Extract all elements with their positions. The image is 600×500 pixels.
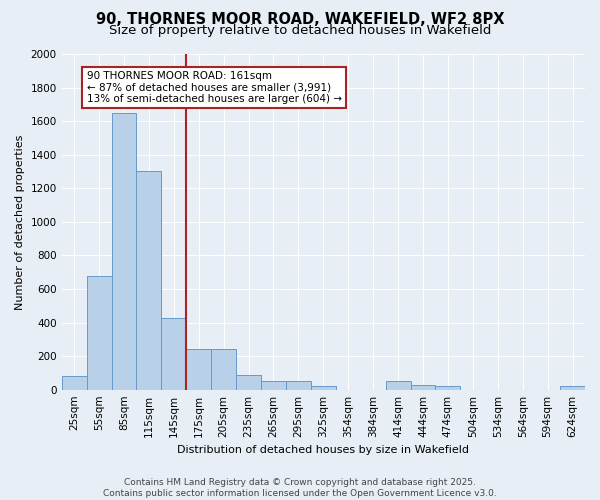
Text: 90 THORNES MOOR ROAD: 161sqm
← 87% of detached houses are smaller (3,991)
13% of: 90 THORNES MOOR ROAD: 161sqm ← 87% of de…: [86, 71, 341, 104]
Bar: [560, 386, 585, 390]
Bar: [112, 112, 136, 390]
Bar: [62, 376, 86, 390]
Bar: [410, 384, 436, 390]
Text: Size of property relative to detached houses in Wakefield: Size of property relative to detached ho…: [109, 24, 491, 37]
Y-axis label: Number of detached properties: Number of detached properties: [15, 134, 25, 310]
Bar: [236, 374, 261, 390]
Text: Contains HM Land Registry data © Crown copyright and database right 2025.
Contai: Contains HM Land Registry data © Crown c…: [103, 478, 497, 498]
Bar: [211, 350, 236, 390]
Bar: [161, 318, 186, 390]
Bar: [86, 276, 112, 390]
Text: 90, THORNES MOOR ROAD, WAKEFIELD, WF2 8PX: 90, THORNES MOOR ROAD, WAKEFIELD, WF2 8P…: [96, 12, 504, 28]
Bar: [311, 386, 336, 390]
Bar: [186, 350, 211, 390]
Bar: [261, 382, 286, 390]
Bar: [136, 172, 161, 390]
Bar: [386, 382, 410, 390]
X-axis label: Distribution of detached houses by size in Wakefield: Distribution of detached houses by size …: [178, 445, 469, 455]
Bar: [286, 382, 311, 390]
Bar: [436, 386, 460, 390]
